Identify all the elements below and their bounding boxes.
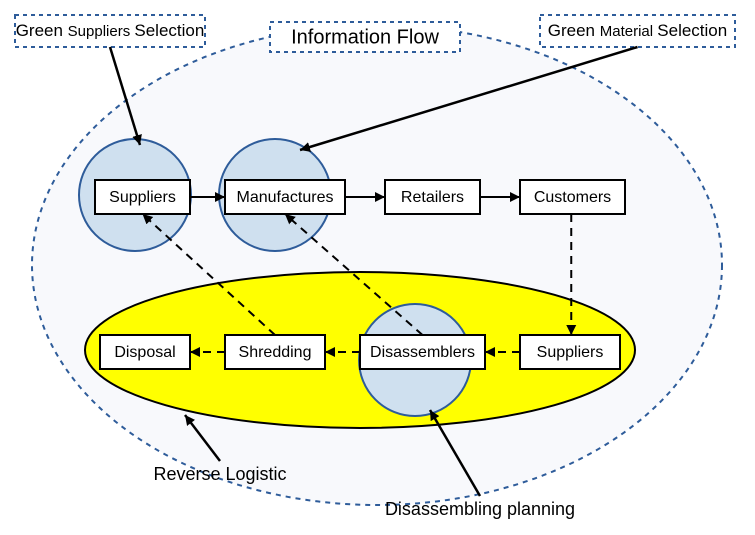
label-disassembling: Disassembling planning [385, 499, 575, 519]
label-reverse_logistic: Reverse Logistic [153, 464, 286, 484]
node-label-customers: Customers [534, 189, 611, 206]
node-label-retailers: Retailers [401, 189, 464, 206]
information-flow-ellipse [32, 25, 722, 505]
node-label-disassemblers: Disassemblers [370, 344, 475, 361]
callout-label-green_material: Green Material Selection [548, 21, 727, 40]
diagram-canvas: Suppliers Manufactures Retailers Customers D… [0, 0, 755, 535]
node-label-suppliers_top: Suppliers [109, 189, 176, 206]
title-label: Information Flow [291, 26, 439, 48]
callout-label-green_suppliers: Green Suppliers Selection [16, 21, 205, 40]
node-label-suppliers_bot: Suppliers [537, 344, 604, 361]
node-label-shredding: Shredding [239, 344, 312, 361]
node-label-manufactures: Manufactures [237, 189, 334, 206]
node-label-disposal: Disposal [114, 344, 175, 361]
